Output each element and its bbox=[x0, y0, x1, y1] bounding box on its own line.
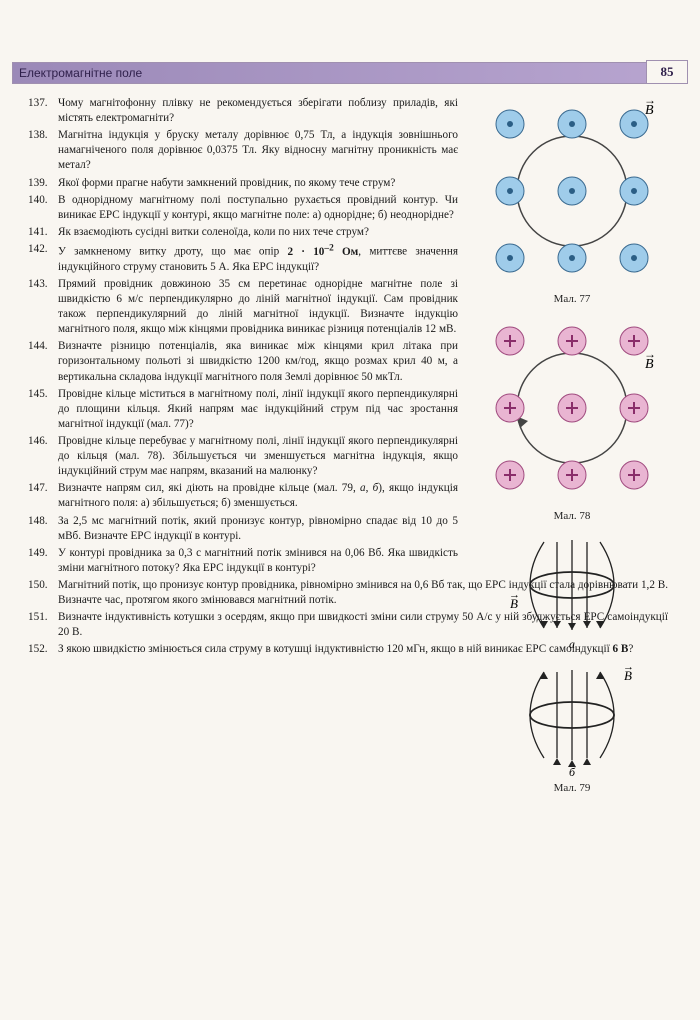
problem-text: Провідне кільце міститься в магнітному п… bbox=[58, 387, 458, 432]
problem-item: 145.Провідне кільце міститься в магнітно… bbox=[28, 387, 458, 432]
problem-number: 152. bbox=[28, 642, 58, 657]
figure-77: B→ Мал. 77 bbox=[472, 96, 672, 305]
problem-item: 144.Визначте різницю потенціалів, яка ви… bbox=[28, 339, 458, 384]
problem-item: 137.Чому магнітофонну плівку не рекоменд… bbox=[28, 96, 458, 126]
problem-text: Магнітна індукція у бруску металу дорівн… bbox=[58, 128, 458, 173]
problem-item: 139.Якої форми прагне набути замкнений п… bbox=[28, 176, 458, 191]
problem-text: Провідне кільце перебуває у магнітному п… bbox=[58, 434, 458, 479]
problem-number: 140. bbox=[28, 193, 58, 223]
chapter-title: Електромагнітне поле bbox=[19, 66, 142, 80]
problem-number: 141. bbox=[28, 225, 58, 240]
problem-text: Визначте напрям сил, які діють на провід… bbox=[58, 481, 458, 511]
problem-number: 142. bbox=[28, 242, 58, 275]
problem-text: Чому магнітофонну плівку не рекомендуєть… bbox=[58, 96, 458, 126]
problem-number: 143. bbox=[28, 277, 58, 337]
problem-number: 146. bbox=[28, 434, 58, 479]
header-bar: Електромагнітне поле bbox=[12, 62, 688, 84]
svg-text:→: → bbox=[509, 589, 520, 601]
figure-78: B→ Мал. 78 bbox=[472, 313, 672, 522]
figure-79-caption: Мал. 79 bbox=[472, 782, 672, 794]
problem-item: 146.Провідне кільце перебуває у магнітно… bbox=[28, 434, 458, 479]
problem-item: 148.За 2,5 мс магнітний потік, який прон… bbox=[28, 514, 458, 544]
problem-text: Прямий провідник довжиною 35 см перетина… bbox=[58, 277, 458, 337]
problem-item: 140.В однорідному магнітному полі поступ… bbox=[28, 193, 458, 223]
problem-number: 137. bbox=[28, 96, 58, 126]
problem-text: Визначте різницю потенціалів, яка виника… bbox=[58, 339, 458, 384]
problem-number: 148. bbox=[28, 514, 58, 544]
problem-item: 149.У контурі провідника за 0,3 с магніт… bbox=[28, 546, 458, 576]
problem-item: 143.Прямий провідник довжиною 35 см пере… bbox=[28, 277, 458, 337]
problem-text: Якої форми прагне набути замкнений прові… bbox=[58, 176, 458, 191]
page-number: 85 bbox=[646, 60, 688, 84]
problem-text: У замкненому витку дроту, що має опір 2 … bbox=[58, 242, 458, 275]
problem-text: Як взаємодіють сусідні витки соленоїда, … bbox=[58, 225, 458, 240]
figure-79: B→аB→б Мал. 79 bbox=[472, 530, 672, 794]
problem-number: 151. bbox=[28, 610, 58, 640]
problem-text: В однорідному магнітному полі поступальн… bbox=[58, 193, 458, 223]
figure-column: B→ Мал. 77 B→ Мал. 78 B→аB→б Мал. 79 bbox=[472, 96, 672, 802]
svg-text:→: → bbox=[644, 96, 656, 107]
problem-number: 144. bbox=[28, 339, 58, 384]
problem-number: 147. bbox=[28, 481, 58, 511]
problem-number: 138. bbox=[28, 128, 58, 173]
svg-text:а: а bbox=[569, 637, 575, 651]
problem-number: 145. bbox=[28, 387, 58, 432]
svg-text:б: б bbox=[569, 765, 576, 779]
page: Електромагнітне поле 85 137.Чому магніто… bbox=[0, 0, 700, 1020]
figure-78-caption: Мал. 78 bbox=[472, 510, 672, 522]
problem-item: 142.У замкненому витку дроту, що має опі… bbox=[28, 242, 458, 275]
problem-text: За 2,5 мс магнітний потік, який пронизує… bbox=[58, 514, 458, 544]
problem-text: У контурі провідника за 0,3 с магнітний … bbox=[58, 546, 458, 576]
content: 137.Чому магнітофонну плівку не рекоменд… bbox=[28, 96, 672, 1000]
problem-number: 149. bbox=[28, 546, 58, 576]
problem-item: 138.Магнітна індукція у бруску металу до… bbox=[28, 128, 458, 173]
problem-number: 139. bbox=[28, 176, 58, 191]
problem-item: 147.Визначте напрям сил, які діють на пр… bbox=[28, 481, 458, 511]
figure-77-caption: Мал. 77 bbox=[472, 293, 672, 305]
problem-number: 150. bbox=[28, 578, 58, 608]
svg-text:→: → bbox=[623, 661, 634, 673]
problem-item: 141.Як взаємодіють сусідні витки соленої… bbox=[28, 225, 458, 240]
